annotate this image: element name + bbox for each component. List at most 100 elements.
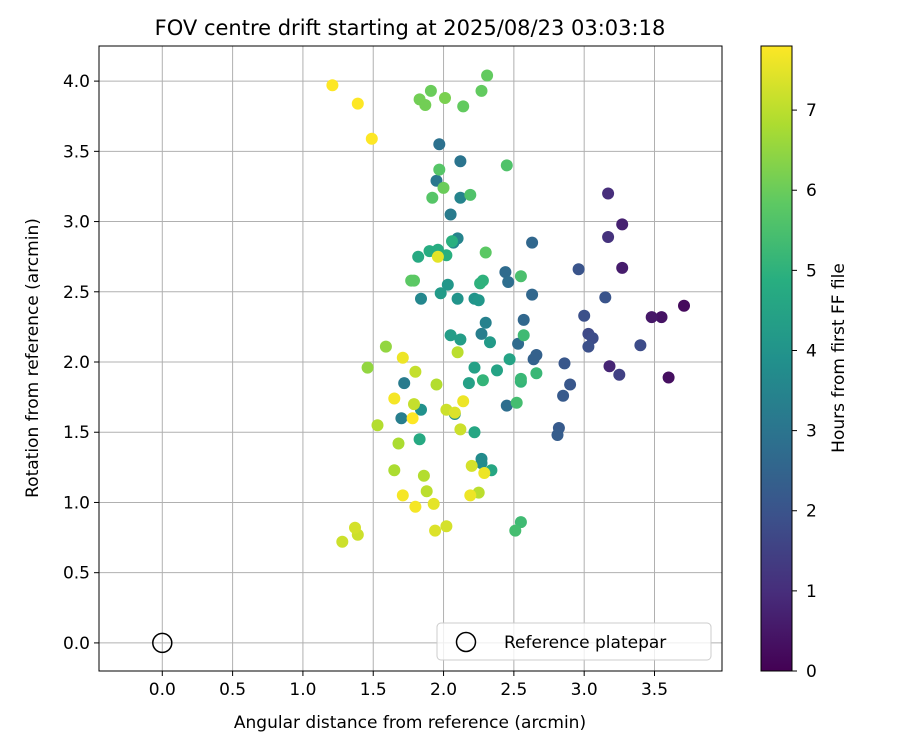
data-point	[396, 351, 409, 364]
legend: Reference platepar	[436, 622, 712, 661]
plot-area	[99, 46, 722, 671]
data-point	[472, 294, 485, 307]
data-point	[408, 274, 420, 287]
data-point	[420, 485, 433, 498]
colorbar: 0 1 2 3 4 5 6 7 Hours from first FF file	[760, 45, 849, 682]
data-point	[396, 489, 409, 502]
data-point	[662, 371, 675, 384]
data-point	[351, 97, 364, 110]
data-point	[441, 278, 454, 291]
data-point	[433, 138, 446, 151]
data-point	[457, 395, 470, 408]
y-axis-label: Rotation from reference (arcmin)	[23, 218, 43, 498]
data-point	[582, 340, 595, 353]
data-point	[406, 412, 419, 425]
data-point	[326, 79, 339, 92]
data-points	[326, 69, 690, 548]
data-point	[424, 84, 437, 97]
data-point	[468, 361, 481, 374]
data-point	[481, 69, 494, 82]
data-point	[678, 299, 690, 312]
y-tick-label: 0.5	[63, 564, 90, 584]
y-tick-label: 2.5	[63, 283, 90, 303]
legend-box	[436, 622, 712, 661]
y-tick-label: 4.0	[63, 72, 90, 92]
y-tick-label: 2.0	[63, 353, 90, 373]
data-point	[412, 250, 425, 263]
data-point	[365, 132, 378, 145]
data-point	[557, 389, 570, 402]
data-point	[478, 467, 491, 479]
data-point	[527, 353, 540, 366]
data-point	[395, 412, 408, 425]
data-point	[499, 266, 512, 279]
data-point	[634, 339, 647, 352]
data-point	[431, 250, 444, 263]
data-point	[572, 263, 585, 276]
colorbar-ticks: 0 1 2 3 4 5 6 7	[792, 101, 817, 682]
x-tick-label: 1.0	[289, 680, 316, 700]
data-point	[616, 261, 629, 274]
data-point	[509, 524, 522, 537]
data-point	[464, 489, 477, 502]
colorbar-frame	[760, 45, 793, 672]
data-point	[426, 191, 439, 204]
data-point	[409, 365, 422, 378]
reference-platepar-marker	[152, 632, 173, 654]
x-tick-label: 3.0	[571, 680, 598, 700]
data-point	[408, 398, 420, 411]
data-point	[451, 346, 464, 359]
data-point	[599, 291, 612, 304]
data-point	[413, 433, 426, 446]
data-point	[444, 208, 457, 221]
y-tick-label: 3.5	[63, 142, 90, 162]
data-point	[510, 396, 523, 409]
data-point	[464, 188, 477, 201]
data-point	[479, 246, 492, 259]
data-point	[500, 399, 513, 412]
x-tick-label: 0.0	[149, 680, 176, 700]
data-point	[415, 292, 427, 305]
x-ticks: 0.0 0.5 1.0 1.5 2.0 2.5 3.0 3.5	[149, 671, 668, 700]
x-tick-label: 3.5	[641, 680, 668, 700]
data-point	[409, 500, 422, 513]
data-point	[476, 274, 489, 287]
data-point	[578, 309, 591, 322]
data-point	[655, 311, 668, 324]
x-tick-label: 2.5	[500, 680, 527, 700]
colorbar-label: Hours from first FF file	[829, 263, 849, 453]
y-tick-label: 3.0	[63, 213, 90, 233]
colorbar-tick-label: 3	[806, 422, 817, 442]
data-point	[427, 497, 440, 510]
y-ticks: 0.0 0.5 1.0 1.5 2.0 2.5 3.0 3.5 4.0	[63, 72, 99, 654]
x-axis-label: Angular distance from reference (arcmin)	[234, 713, 586, 733]
x-tick-label: 1.5	[360, 680, 387, 700]
data-point	[603, 360, 616, 373]
data-point	[434, 287, 447, 300]
data-point	[558, 357, 571, 370]
data-point	[440, 520, 453, 533]
data-point	[479, 316, 492, 329]
data-point	[484, 336, 496, 349]
data-point	[468, 426, 481, 439]
data-point	[349, 521, 361, 534]
data-point	[392, 437, 405, 450]
colorbar-tick-label: 4	[806, 341, 817, 361]
y-tick-label: 0.0	[63, 634, 90, 654]
data-point	[526, 288, 539, 301]
data-point	[371, 419, 384, 432]
data-point	[512, 337, 525, 350]
colorbar-tick-label: 6	[806, 181, 817, 201]
data-point	[602, 231, 615, 243]
data-point	[454, 191, 467, 204]
colorbar-tick-label: 0	[806, 662, 817, 682]
x-tick-label: 0.5	[219, 680, 246, 700]
data-point	[503, 353, 516, 366]
data-point	[379, 340, 392, 353]
data-point	[454, 423, 467, 436]
data-point	[417, 469, 430, 482]
data-point	[446, 235, 458, 248]
data-point	[476, 374, 489, 387]
